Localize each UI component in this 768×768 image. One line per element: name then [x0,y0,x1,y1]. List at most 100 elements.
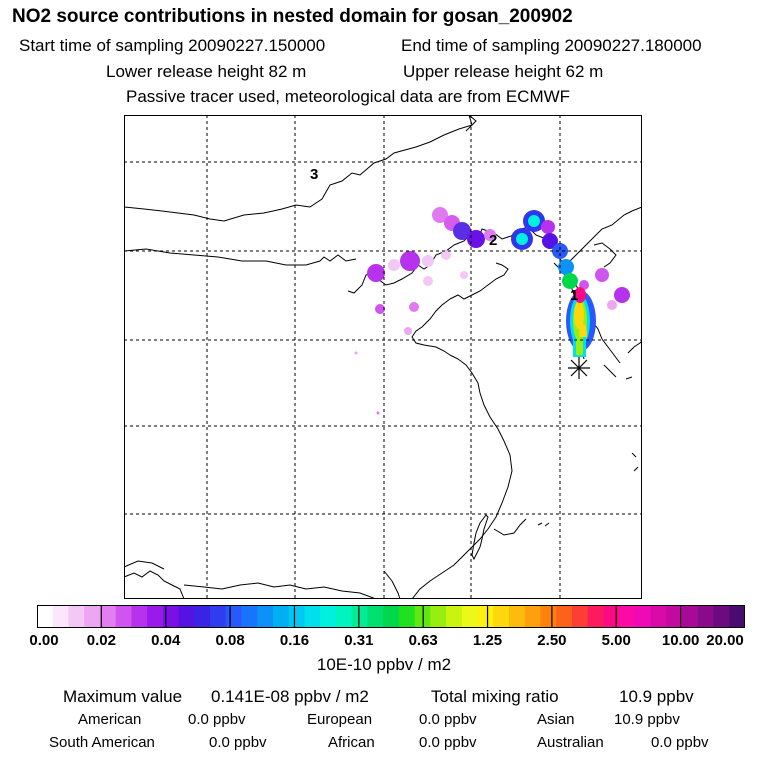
plume-blob [484,229,496,241]
colorbar-swatch [288,605,306,628]
region-name: European [307,711,373,728]
plume-blob [542,233,558,249]
colorbar-swatch [540,605,557,628]
contour-label: 2 [489,232,497,249]
colorbar-swatch [131,605,148,628]
colorbar-swatch [571,605,589,628]
map-title: NO2 source contributions in nested domai… [12,6,573,27]
colorbar-swatch [257,605,274,628]
concentration-plume [354,207,630,415]
colorbar-swatch [273,605,290,628]
colorbar-swatch [477,605,494,628]
colorbar-tick-label: 0.31 [344,632,374,649]
concentration-map: 3 2 1 [124,115,642,599]
colorbar-swatch [666,605,683,628]
region-name: Asian [537,711,575,728]
colorbar-swatch [398,605,416,628]
plume-blob [376,411,380,415]
upper-release-height-label: Upper release height 62 m [403,62,604,81]
region-name: Australian [537,734,604,751]
colorbar-tick-label: 0.00 [29,632,59,649]
region-value: 0.0 ppbv [419,711,477,728]
plume-blob [467,230,485,248]
contour-label: 1 [570,287,578,304]
colorbar [37,605,745,628]
colorbar-tick-label: 5.00 [601,632,631,649]
colorbar-swatch [241,605,258,628]
colorbar-swatch [68,605,85,628]
colorbar-swatch [383,605,400,628]
colorbar-swatch [162,605,180,628]
colorbar-tick-label: 0.16 [279,632,310,649]
region-value: 0.0 ppbv [419,734,477,751]
end-time-label: End time of sampling 20090227.180000 [401,36,702,55]
plume-blob [422,255,434,267]
colorbar-tick-label: 0.04 [151,632,181,649]
colorbar-swatch [650,605,667,628]
region-value: 0.0 ppbv [651,734,709,751]
colorbar-swatch [682,605,699,628]
plume-blob [388,259,400,271]
plume-core [576,337,583,355]
plume-blob [400,251,420,271]
plume-blob [460,271,468,279]
plume-blob [607,300,617,310]
total-mixing-label: Total mixing ratio [431,687,559,706]
colorbar-swatch [194,605,211,628]
plume-blob [562,273,578,289]
plume-blob [528,215,540,227]
coastline-layer [124,115,642,599]
colorbar-frame [37,605,745,628]
colorbar-swatch [603,605,620,628]
colorbar-swatch [461,605,479,628]
region-value: 0.0 ppbv [188,711,246,728]
plume-blob [453,222,471,240]
plume-blob [541,220,555,234]
region-value: 10.9 ppbv [614,711,680,728]
plume-blob [354,351,358,355]
colorbar-swatch [446,605,463,628]
colorbar-swatch [147,605,164,628]
colorbar-swatch [320,605,337,628]
asterisk-icon [568,357,590,379]
colorbar-tick-label: 20.00 [706,632,744,649]
colorbar-swatch [37,605,54,628]
region-name: South American [49,734,155,751]
total-mixing-value: 10.9 ppbv [619,687,694,706]
colorbar-swatch [304,605,321,628]
colorbar-tick-label: 0.02 [86,632,116,649]
colorbar-swatch [697,605,715,628]
plume-core [574,301,584,329]
plume-blob [558,259,574,275]
plume-blob [367,264,385,282]
plume-blob [404,327,412,335]
colorbar-swatch [210,605,227,628]
colorbar-swatch [430,605,447,628]
plume-blob [423,276,433,286]
colorbar-swatch [634,605,652,628]
colorbar-swatch [52,605,70,628]
plume-blob [552,243,568,259]
region-value: 0.0 ppbv [209,734,267,751]
colorbar-swatch [335,605,353,628]
colorbar-swatch [587,605,604,628]
colorbar-tick-label: 0.08 [215,632,245,649]
colorbar-swatch [493,605,510,628]
colorbar-unit: 10E-10 ppbv / m2 [316,655,452,674]
colorbar-tick-label: 1.25 [472,632,503,649]
lower-release-height-label: Lower release height 82 m [106,62,307,81]
plume-blob [375,304,385,314]
colorbar-swatch [351,605,368,628]
lat-lon-grid [124,115,642,599]
data-source-note: Passive tracer used, meteorological data… [126,87,571,106]
colorbar-tick-label: 10.00 [661,632,700,649]
colorbar-swatch [99,605,117,628]
plume-blob [614,287,630,303]
plume-blob [516,233,528,245]
colorbar-swatch [178,605,195,628]
plume-blob [432,207,448,223]
region-name: African [328,734,375,751]
plume-core [574,287,586,303]
colorbar-swatch [713,605,730,628]
colorbar-swatch [225,605,243,628]
